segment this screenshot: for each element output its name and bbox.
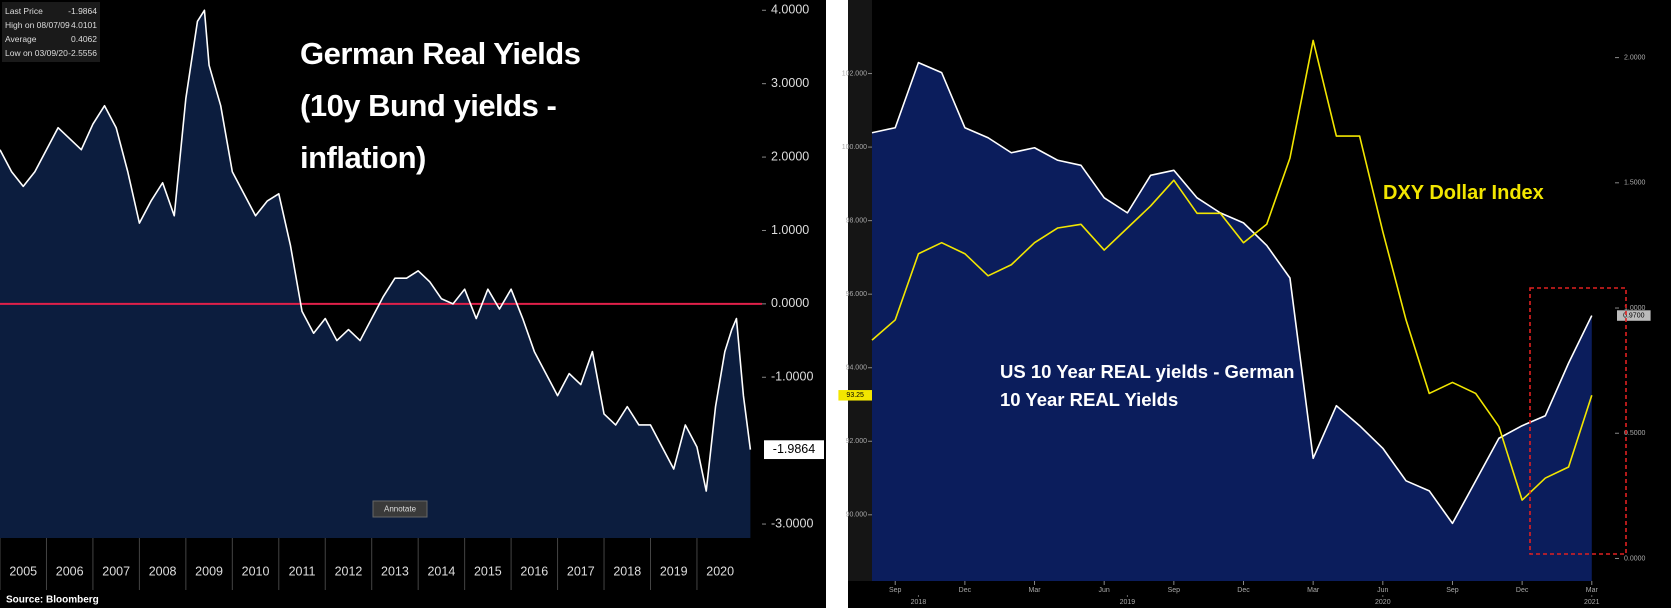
x-tick-label: Jun bbox=[1377, 587, 1388, 594]
x-tick-label: 2019 bbox=[660, 564, 688, 578]
x-tick-label: 2008 bbox=[149, 564, 177, 578]
x-tick-label: Mar bbox=[1586, 587, 1599, 594]
x-tick-label: Dec bbox=[1516, 587, 1529, 594]
y-tick-label: 0.5000 bbox=[1624, 430, 1646, 437]
stat-label: Average bbox=[5, 34, 37, 44]
last-value-tag bbox=[838, 390, 872, 401]
x-tick-label: Dec bbox=[959, 587, 972, 594]
stat-value: 0.4062 bbox=[71, 34, 97, 44]
x-tick-label: 2011 bbox=[289, 564, 316, 578]
annotate-button[interactable]: Annotate bbox=[372, 500, 428, 518]
x-tick-label: Sep bbox=[1446, 587, 1459, 594]
y-tick-label: 92.000 bbox=[846, 438, 868, 445]
year-label: 2020 bbox=[1375, 599, 1391, 606]
y-tick-label: 1.5000 bbox=[1624, 180, 1646, 187]
series-line bbox=[871, 39, 1593, 501]
last-value-label: 0.9700 bbox=[1623, 312, 1645, 319]
area bbox=[872, 62, 1592, 581]
x-tick-label: 2012 bbox=[335, 564, 363, 578]
y-tick-label: 94.000 bbox=[846, 365, 868, 372]
y-tick-label: 2.0000 bbox=[1624, 54, 1646, 61]
last-value-tag bbox=[764, 440, 824, 460]
y-tick-label: 98.000 bbox=[846, 217, 868, 224]
x-tick-label: Mar bbox=[1029, 587, 1042, 594]
x-tick-label: 2010 bbox=[242, 564, 270, 578]
year-label: 2018 bbox=[911, 599, 927, 606]
y-tick-label: 1.0000 bbox=[1624, 305, 1646, 312]
series-label: DXY Dollar Index bbox=[1383, 182, 1544, 204]
year-label: 2019 bbox=[1120, 599, 1136, 606]
stat-row: Last Price -1.9864 bbox=[5, 4, 97, 18]
stat-row: Low on 03/09/20 -2.5556 bbox=[5, 46, 97, 60]
stats-box: Last Price -1.9864 High on 08/07/09 4.0101… bbox=[2, 2, 100, 62]
y-tick-label: 3.0000 bbox=[771, 76, 809, 90]
year-label: 2021 bbox=[1584, 599, 1600, 606]
highlight-box bbox=[1529, 287, 1627, 555]
x-tick-label: 2017 bbox=[567, 564, 595, 578]
last-value-tag bbox=[1617, 310, 1651, 321]
x-tick-label: 2015 bbox=[474, 564, 502, 578]
x-tick-label: 2007 bbox=[102, 564, 130, 578]
last-value-label: -1.9864 bbox=[773, 442, 815, 456]
x-tick-label: Mar bbox=[1307, 587, 1320, 594]
annotate-bg[interactable] bbox=[372, 500, 428, 518]
y-tick-label: 0.0000 bbox=[771, 296, 809, 310]
left-axis-strip bbox=[848, 0, 872, 581]
y-tick-label: 4.0000 bbox=[771, 3, 809, 17]
x-tick-label: 2020 bbox=[706, 564, 734, 578]
area bbox=[0, 10, 751, 539]
x-tick-label: Sep bbox=[1168, 587, 1181, 594]
x-tick-label: 2016 bbox=[520, 564, 548, 578]
stat-value: -2.5556 bbox=[68, 48, 97, 58]
y-tick-label: 96.000 bbox=[846, 291, 868, 298]
x-tick-label: Jun bbox=[1099, 587, 1110, 594]
stat-label: High on 08/07/09 bbox=[5, 20, 70, 30]
y-tick-label: 1.0000 bbox=[771, 223, 809, 237]
x-tick-label: 2018 bbox=[613, 564, 641, 578]
series-line bbox=[0, 9, 752, 492]
y-tick-label: 102.000 bbox=[842, 70, 867, 77]
y-tick-label: -3.0000 bbox=[771, 516, 813, 530]
y-tick-label: -1.0000 bbox=[771, 370, 813, 384]
x-tick-label: 2013 bbox=[381, 564, 409, 578]
x-tick-label: 2005 bbox=[9, 564, 37, 578]
source: Source: Bloomberg bbox=[6, 595, 99, 606]
stat-value: -1.9864 bbox=[68, 6, 97, 16]
german-chart: 4.0000 3.0000 2.0000 1.0000 0.0000 -1.0000 -3.… bbox=[0, 3, 824, 590]
y-tick-label: 2.0000 bbox=[771, 149, 809, 163]
series-label: US 10 Year REAL yields - German 10 Year … bbox=[1000, 361, 1295, 410]
series-line bbox=[871, 61, 1593, 525]
stat-label: Low on 03/09/20 bbox=[5, 48, 68, 58]
y-tick-label: 100.000 bbox=[842, 144, 867, 151]
x-tick-label: Sep bbox=[889, 587, 902, 594]
stat-row: Average 0.4062 bbox=[5, 32, 97, 46]
x-tick-label: Dec bbox=[1237, 587, 1250, 594]
x-tick-label: 2014 bbox=[427, 564, 455, 578]
annotate-label[interactable]: Annotate bbox=[384, 505, 417, 514]
x-tick-label: 2006 bbox=[56, 564, 84, 578]
stat-row: High on 08/07/09 4.0101 bbox=[5, 18, 97, 32]
stat-label: Last Price bbox=[5, 6, 43, 16]
x-tick-label: 2009 bbox=[195, 564, 223, 578]
stat-value: 4.0101 bbox=[71, 20, 97, 30]
last-value-label: 93.25 bbox=[846, 392, 864, 399]
chart-title: German Real Yields (10y Bund yields - in… bbox=[300, 36, 581, 175]
y-tick-label: 90.000 bbox=[846, 512, 868, 519]
dxy-chart: 90.000 92.000 94.000 96.000 98.000 100.000 102… bbox=[838, 39, 1651, 606]
y-tick-label: 0.0000 bbox=[1624, 555, 1646, 562]
